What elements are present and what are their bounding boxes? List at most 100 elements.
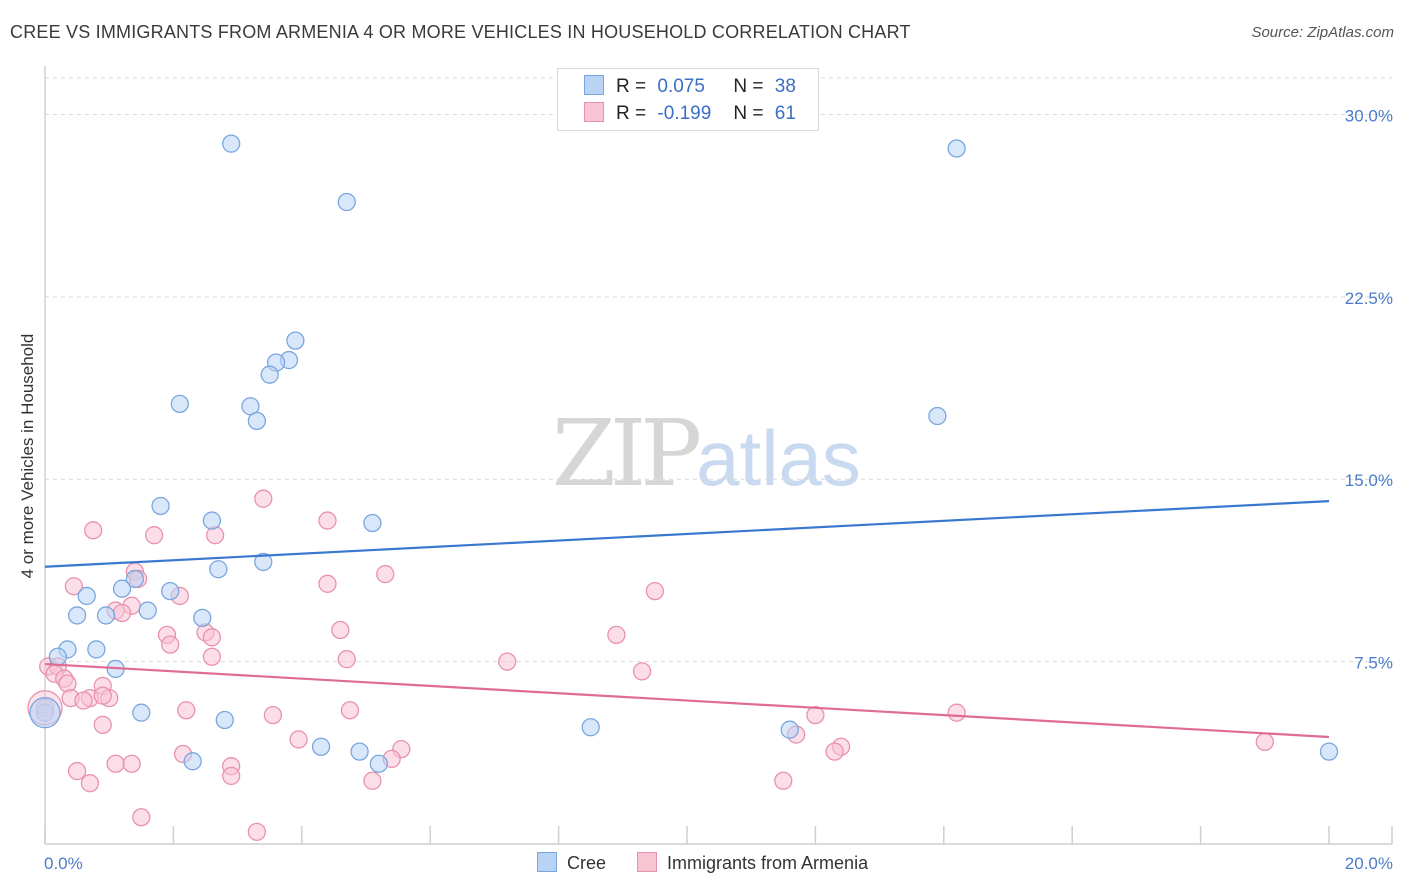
- cree-point-31: [581, 718, 600, 737]
- cree-n-value: 38: [774, 76, 796, 97]
- armenia-point-8: [318, 574, 337, 593]
- cree-point-10: [928, 406, 947, 426]
- cree-point-6: [260, 365, 279, 384]
- armenia-point-21: [202, 647, 222, 666]
- armenia-point-35: [93, 686, 112, 705]
- armenia-point-27: [632, 662, 652, 681]
- cree-point-2: [337, 192, 356, 212]
- cree-point-15: [209, 560, 228, 579]
- armenia-point-23: [498, 652, 517, 671]
- armenia-n-value: 61: [774, 103, 796, 124]
- stats-legend: R = 0.075 N = 38 R = -0.199 N = 61: [557, 68, 819, 131]
- armenia-n-label: N =: [733, 103, 764, 124]
- y-tick-label-3: 30.0%: [1345, 106, 1393, 125]
- cree-point-1: [947, 139, 966, 158]
- armenia-point-56: [80, 774, 100, 793]
- armenia-point-44: [289, 730, 308, 749]
- armenia-point-2: [84, 521, 103, 540]
- watermark-zip: ZIP: [552, 400, 702, 507]
- armenia-point-48: [825, 742, 844, 761]
- armenia-point-59: [132, 808, 151, 827]
- cree-point-33: [311, 737, 331, 756]
- legend-item-cree: Cree: [537, 852, 606, 874]
- cree-point-30: [215, 710, 234, 730]
- armenia-point-34: [74, 691, 93, 710]
- armenia-point-50: [106, 754, 125, 773]
- y-tick-label-0: 7.5%: [1354, 654, 1393, 673]
- cree-point-0: [222, 134, 241, 153]
- armenia-point-9: [645, 581, 665, 601]
- cree-point-22: [138, 601, 157, 620]
- cree-point-25: [87, 640, 106, 659]
- cree-trend-line: [44, 500, 1330, 568]
- cree-point-14: [254, 552, 273, 572]
- armenia-point-55: [363, 771, 382, 790]
- armenia-point-7: [64, 577, 84, 596]
- cree-r-label: R =: [616, 76, 647, 97]
- series-legend: Cree Immigrants from Armenia: [537, 852, 894, 874]
- armenia-point-41: [947, 703, 966, 722]
- cree-point-34: [350, 742, 369, 761]
- armenia-point-54: [222, 766, 241, 786]
- armenia-point-42: [93, 715, 112, 734]
- cree-point-36: [369, 754, 388, 773]
- watermark: ZIPatlas: [552, 400, 861, 507]
- cree-point-23: [193, 608, 212, 627]
- cree-point-20: [67, 606, 87, 625]
- armenia-r-label: R =: [616, 103, 647, 124]
- source-label: Source: ZipAtlas.com: [1251, 24, 1394, 41]
- armenia-point-57: [774, 771, 793, 790]
- stats-row-armenia: R = -0.199 N = 61: [584, 102, 796, 126]
- armenia-swatch: [584, 102, 604, 122]
- cree-point-19: [77, 586, 96, 606]
- x-tick-label-1: 20.0%: [1345, 854, 1393, 873]
- cree-point-35: [183, 752, 202, 771]
- armenia-point-6: [376, 564, 395, 584]
- cree-r-value: 0.075: [657, 76, 705, 97]
- chart-title: CREE VS IMMIGRANTS FROM ARMENIA 4 OR MOR…: [10, 22, 911, 42]
- armenia-point-22: [337, 650, 356, 669]
- y-tick-label-1: 15.0%: [1345, 471, 1393, 490]
- armenia-point-38: [263, 705, 283, 725]
- cree-point-11: [151, 496, 170, 516]
- armenia-point-0: [254, 489, 273, 508]
- cree-point-26: [48, 647, 67, 666]
- cree-point-12: [202, 511, 222, 530]
- armenia-point-40: [806, 705, 825, 725]
- armenia-point-3: [144, 526, 164, 545]
- cree-point-37: [1319, 742, 1339, 761]
- legend-armenia-label: Immigrants from Armenia: [667, 853, 869, 873]
- stats-row-cree: R = 0.075 N = 38: [584, 75, 796, 99]
- cree-point-7: [170, 394, 189, 414]
- cree-cluster-point: [29, 697, 61, 729]
- armenia-point-39: [340, 701, 360, 720]
- legend-item-armenia: Immigrants from Armenia: [637, 852, 868, 874]
- armenia-point-20: [161, 635, 180, 654]
- armenia-point-18: [202, 628, 222, 647]
- cree-point-17: [112, 579, 132, 598]
- y-tick-label-2: 22.5%: [1345, 289, 1393, 308]
- cree-point-32: [780, 720, 799, 739]
- legend-cree-swatch: [537, 852, 557, 872]
- cree-point-3: [286, 331, 305, 350]
- armenia-r-value: -0.199: [657, 103, 712, 124]
- armenia-point-53: [67, 761, 87, 781]
- legend-armenia-swatch: [637, 852, 658, 872]
- cree-point-21: [96, 606, 116, 625]
- cree-point-16: [125, 569, 145, 589]
- armenia-trend-line: [44, 662, 1330, 739]
- cree-point-29: [132, 703, 151, 722]
- armenia-point-51: [122, 754, 141, 773]
- cree-point-18: [161, 581, 180, 601]
- armenia-point-19: [607, 625, 626, 645]
- armenia-point-1: [318, 511, 337, 530]
- armenia-point-60: [247, 822, 267, 841]
- cree-swatch: [584, 75, 604, 95]
- armenia-point-58: [1255, 732, 1274, 752]
- x-tick-label-0: 0.0%: [44, 854, 83, 873]
- legend-cree-label: Cree: [567, 853, 607, 873]
- cree-point-9: [247, 411, 267, 431]
- cree-n-label: N =: [733, 76, 764, 97]
- watermark-atlas: atlas: [696, 414, 861, 502]
